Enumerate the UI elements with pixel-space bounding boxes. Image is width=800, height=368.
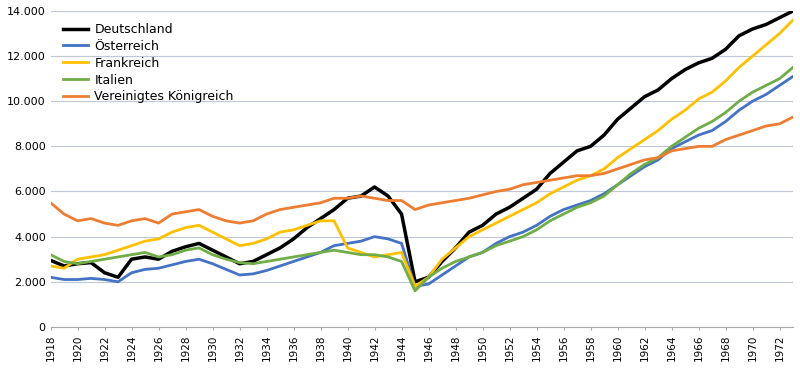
Frankreich: [626, 146, 636, 151]
Frankreich: [546, 192, 555, 196]
Legend: Deutschland, Österreich, Frankreich, Italien, Vereinigtes Königreich: Deutschland, Österreich, Frankreich, Ita…: [57, 17, 240, 110]
Vereinigtes Königreich: [330, 196, 339, 201]
Frankreich: [410, 284, 420, 289]
Frankreich: [788, 18, 798, 22]
Line: Deutschland: Deutschland: [50, 11, 793, 282]
Frankreich: [46, 264, 55, 268]
Italien: [626, 171, 636, 176]
Vereinigtes Königreich: [546, 178, 555, 183]
Österreich: [626, 173, 636, 178]
Frankreich: [518, 207, 528, 212]
Österreich: [788, 74, 798, 79]
Deutschland: [626, 106, 636, 110]
Italien: [788, 65, 798, 70]
Vereinigtes Königreich: [46, 201, 55, 205]
Line: Vereinigtes Königreich: Vereinigtes Königreich: [50, 117, 793, 225]
Vereinigtes Königreich: [518, 183, 528, 187]
Frankreich: [59, 266, 69, 270]
Deutschland: [59, 264, 69, 268]
Italien: [59, 259, 69, 264]
Italien: [546, 219, 555, 223]
Frankreich: [316, 219, 326, 223]
Deutschland: [410, 280, 420, 284]
Line: Italien: Italien: [50, 67, 793, 291]
Deutschland: [46, 258, 55, 262]
Deutschland: [518, 196, 528, 201]
Vereinigtes Königreich: [114, 223, 123, 227]
Italien: [316, 250, 326, 255]
Vereinigtes Königreich: [478, 193, 487, 197]
Österreich: [478, 250, 487, 255]
Deutschland: [788, 9, 798, 13]
Frankreich: [478, 228, 487, 232]
Vereinigtes Königreich: [788, 115, 798, 119]
Vereinigtes Königreich: [626, 162, 636, 167]
Italien: [410, 289, 420, 293]
Italien: [46, 252, 55, 257]
Deutschland: [478, 223, 487, 227]
Österreich: [316, 250, 326, 255]
Österreich: [546, 214, 555, 219]
Italien: [518, 234, 528, 239]
Line: Österreich: Österreich: [50, 77, 793, 286]
Vereinigtes Königreich: [59, 212, 69, 216]
Deutschland: [316, 216, 326, 221]
Italien: [478, 250, 487, 255]
Deutschland: [546, 171, 555, 176]
Österreich: [46, 275, 55, 279]
Österreich: [410, 284, 420, 289]
Österreich: [518, 230, 528, 234]
Österreich: [59, 277, 69, 282]
Line: Frankreich: Frankreich: [50, 20, 793, 286]
